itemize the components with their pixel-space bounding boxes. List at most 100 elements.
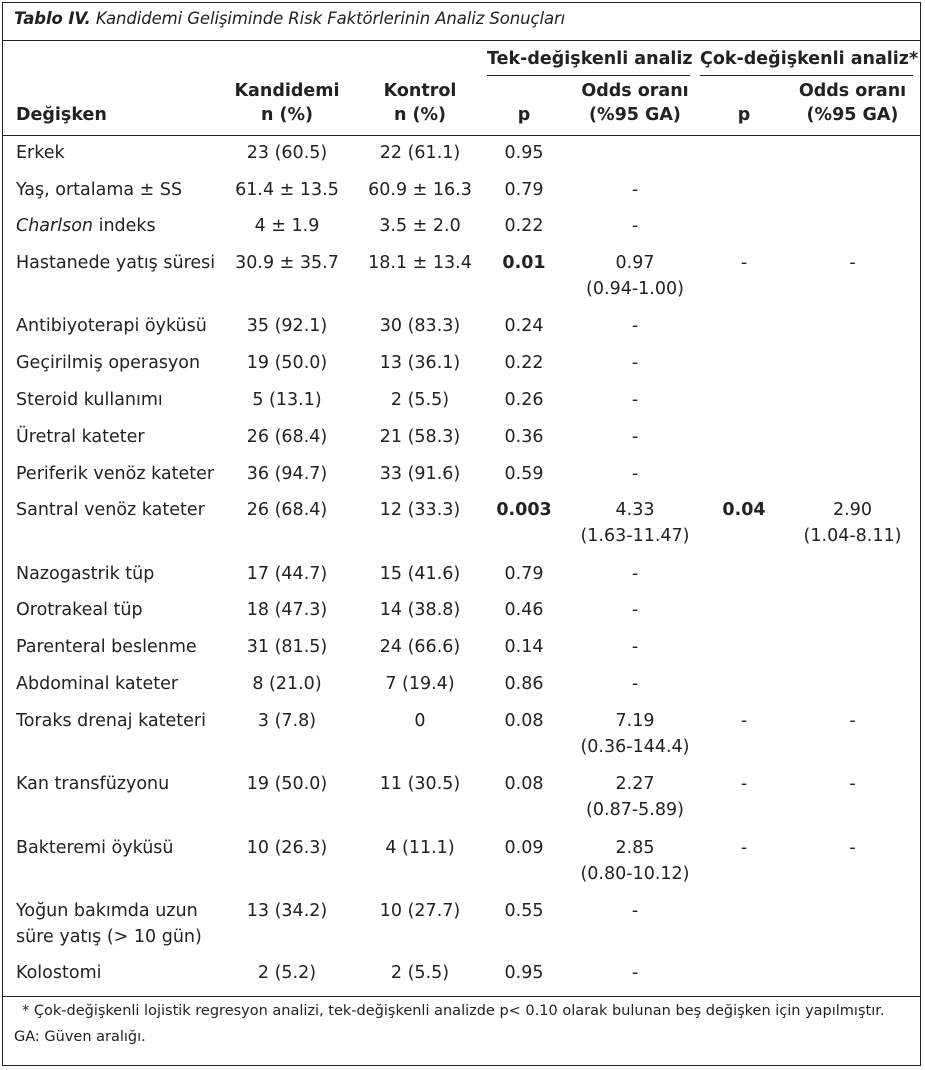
col-header-or-multi-ci: (%95 GA) [806, 105, 899, 125]
col-header-variable: Değişken [16, 105, 107, 125]
cell-p-uni: 0.86 [504, 674, 544, 694]
col-header-or-uni-ci: (%95 GA) [589, 105, 681, 125]
col-header-candidemia-unit: n (%) [260, 105, 314, 125]
cell-candidemia: 26 (68.4) [246, 500, 328, 520]
footnote-abbrev: GA: Güven aralığı. [14, 1029, 146, 1045]
cell-or-uni: - [631, 674, 639, 694]
cell-p-uni: 0.95 [504, 143, 544, 163]
cell-or-uni: - [631, 564, 639, 584]
cell-p-uni: 0.95 [504, 963, 544, 983]
rule-bottom [3, 996, 921, 997]
cell-variable: Geçirilmiş operasyon [16, 353, 201, 373]
cell-p-uni: 0.55 [504, 901, 544, 921]
cell-or-uni: 4.33 [615, 500, 655, 520]
cell-variable: Kan transfüzyonu [16, 774, 170, 794]
cell-control: 14 (38.8) [379, 600, 461, 620]
cell-variable: Üretral kateter [16, 427, 145, 447]
cell-p-multi: - [740, 774, 748, 794]
cell-candidemia: 26 (68.4) [246, 427, 328, 447]
cell-p-uni: 0.79 [504, 564, 544, 584]
cell-control: 10 (27.7) [379, 901, 461, 921]
cell-control: 12 (33.3) [379, 500, 461, 520]
cell-p-uni: 0.22 [504, 353, 544, 373]
cell-variable: Steroid kullanımı [16, 390, 163, 410]
cell-or-uni: 7.19 [615, 711, 655, 731]
cell-p-uni: 0.59 [504, 464, 544, 484]
cell-candidemia: 10 (26.3) [246, 838, 328, 858]
cell-candidemia: 19 (50.0) [246, 774, 328, 794]
cell-candidemia: 4 ± 1.9 [254, 216, 320, 236]
cell-or-uni: (0.87-5.89) [586, 800, 684, 820]
cell-variable: Nazogastrik tüp [16, 564, 155, 584]
table-label: Tablo IV. [14, 9, 91, 28]
cell-p-uni: 0.46 [504, 600, 544, 620]
variable-rest-part: indeks [93, 216, 156, 236]
cell-or-uni: 0.97 [615, 253, 655, 273]
cell-p-uni: 0.08 [504, 774, 544, 794]
cell-p-uni: 0.09 [504, 838, 544, 858]
cell-or-uni: - [631, 353, 639, 373]
cell-or-uni: - [631, 180, 639, 200]
cell-control: 2 (5.5) [390, 390, 450, 410]
cell-or-uni: - [631, 464, 639, 484]
col-header-control-unit: n (%) [393, 105, 447, 125]
cell-control: 3.5 ± 2.0 [379, 216, 461, 236]
cell-p-uni: 0.003 [496, 500, 552, 520]
cell-p-uni: 0.79 [504, 180, 544, 200]
cell-or-uni: (0.94-1.00) [586, 279, 684, 299]
group-header-univariate: Tek-değişkenli analiz [487, 49, 693, 69]
cell-candidemia: 8 (21.0) [252, 674, 322, 694]
cell-or-uni: - [631, 637, 639, 657]
cell-candidemia: 35 (92.1) [246, 316, 328, 336]
cell-control: 18.1 ± 13.4 [368, 253, 472, 273]
cell-variable: Orotrakeal tüp [16, 600, 143, 620]
cell-variable: Hastanede yatış süresi [16, 253, 216, 273]
cell-candidemia: 30.9 ± 35.7 [235, 253, 339, 273]
cell-or-uni: 2.27 [615, 774, 655, 794]
cell-control: 21 (58.3) [379, 427, 461, 447]
cell-or-uni: - [631, 316, 639, 336]
col-header-or-uni: Odds oranı [581, 81, 689, 101]
cell-control: 13 (36.1) [379, 353, 461, 373]
cell-or-uni: - [631, 427, 639, 447]
rule-header [3, 135, 921, 136]
cell-candidemia: 2 (5.2) [257, 963, 317, 983]
cell-p-uni: 0.36 [504, 427, 544, 447]
cell-p-multi: - [740, 838, 748, 858]
cell-control: 30 (83.3) [379, 316, 461, 336]
col-header-or-multi: Odds oranı [798, 81, 907, 101]
cell-or-uni: - [631, 600, 639, 620]
cell-or-multi: - [849, 838, 856, 858]
col-header-p-uni: p [517, 105, 531, 125]
cell-variable: Charlson indeks [16, 213, 156, 239]
cell-or-multi: - [849, 774, 856, 794]
cell-control: 11 (30.5) [379, 774, 461, 794]
cell-or-multi: 2.90 [833, 500, 872, 520]
cell-candidemia: 17 (44.7) [246, 564, 328, 584]
cell-control: 15 (41.6) [379, 564, 461, 584]
footnote-asterisk: * Çok-değişkenli lojistik regresyon anal… [22, 1003, 885, 1019]
cell-variable: Erkek [16, 143, 65, 163]
cell-control: 22 (61.1) [379, 143, 461, 163]
variable-italic-part: Charlson [16, 216, 94, 236]
cell-candidemia: 5 (13.1) [252, 390, 322, 410]
cell-or-uni: - [631, 901, 639, 921]
cell-p-uni: 0.01 [502, 253, 546, 273]
cell-candidemia: 36 (94.7) [246, 464, 328, 484]
cell-variable: Kolostomi [16, 963, 102, 983]
cell-or-uni: - [631, 390, 639, 410]
col-header-p-multi: p [737, 105, 751, 125]
cell-variable: Periferik venöz kateter [16, 464, 215, 484]
cell-control: 2 (5.5) [390, 963, 450, 983]
cell-variable: Yoğun bakımda uzun [16, 901, 198, 921]
cell-variable: Toraks drenaj kateteri [16, 711, 206, 731]
cell-control: 4 (11.1) [385, 838, 455, 858]
table-caption: Kandidemi Gelişiminde Risk Faktörlerinin… [95, 9, 566, 28]
cell-or-multi: - [849, 253, 856, 273]
cell-or-uni: - [631, 216, 639, 236]
cell-p-multi: 0.04 [722, 500, 766, 520]
cell-p-uni: 0.24 [504, 316, 544, 336]
cell-p-uni: 0.14 [504, 637, 544, 657]
cell-candidemia: 13 (34.2) [246, 901, 328, 921]
